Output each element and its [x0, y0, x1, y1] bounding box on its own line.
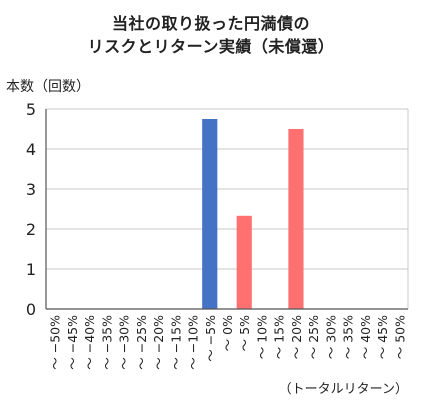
bar [288, 129, 304, 309]
x-tick-label: ～ −30% [117, 315, 132, 370]
x-tick-label: ～ −15% [168, 315, 183, 370]
x-tick-label: ～ 20% [289, 315, 304, 359]
x-tick-label: ～ 40% [358, 315, 373, 359]
x-tick-label: ～ −35% [99, 315, 114, 370]
x-tick-label: ～ −50% [48, 315, 63, 370]
bar [202, 119, 218, 309]
y-tick-label: 2 [26, 220, 36, 239]
y-tick-label: 0 [26, 300, 36, 319]
x-tick-label: ～ 30% [323, 315, 338, 359]
x-tick-label: ～ 10% [254, 315, 269, 359]
y-tick-label: 5 [26, 100, 36, 119]
chart-title-line2: リスクとリターン実績（未償還） [87, 37, 335, 56]
bar [236, 215, 252, 309]
x-tick-label: ～ 35% [341, 315, 356, 359]
x-tick-label: ～ −10% [186, 315, 201, 370]
x-tick-label: ～ −40% [82, 315, 97, 370]
y-axis-label: 本数（回数） [6, 79, 90, 95]
chart-title-line1: 当社の取り扱った円満債の [111, 14, 310, 33]
x-axis-label: （トータルリターン） [278, 382, 408, 397]
x-tick-label: ～ 15% [272, 315, 287, 359]
x-tick-label: ～ 25% [306, 315, 321, 359]
x-tick-label: ～ −20% [151, 315, 166, 370]
y-tick-label: 4 [26, 140, 36, 159]
x-tick-label: ～ 45% [375, 315, 390, 359]
x-tick-label: ～ 5% [237, 315, 252, 351]
y-tick-label: 3 [26, 180, 36, 199]
x-tick-label: ～ −45% [65, 315, 80, 370]
x-tick-label: ～ 0% [220, 315, 235, 351]
x-tick-label: ～ −5% [203, 315, 218, 362]
x-tick-label: ～ 50% [392, 315, 407, 359]
y-tick-label: 1 [26, 260, 36, 279]
x-tick-label: ～ −25% [134, 315, 149, 370]
